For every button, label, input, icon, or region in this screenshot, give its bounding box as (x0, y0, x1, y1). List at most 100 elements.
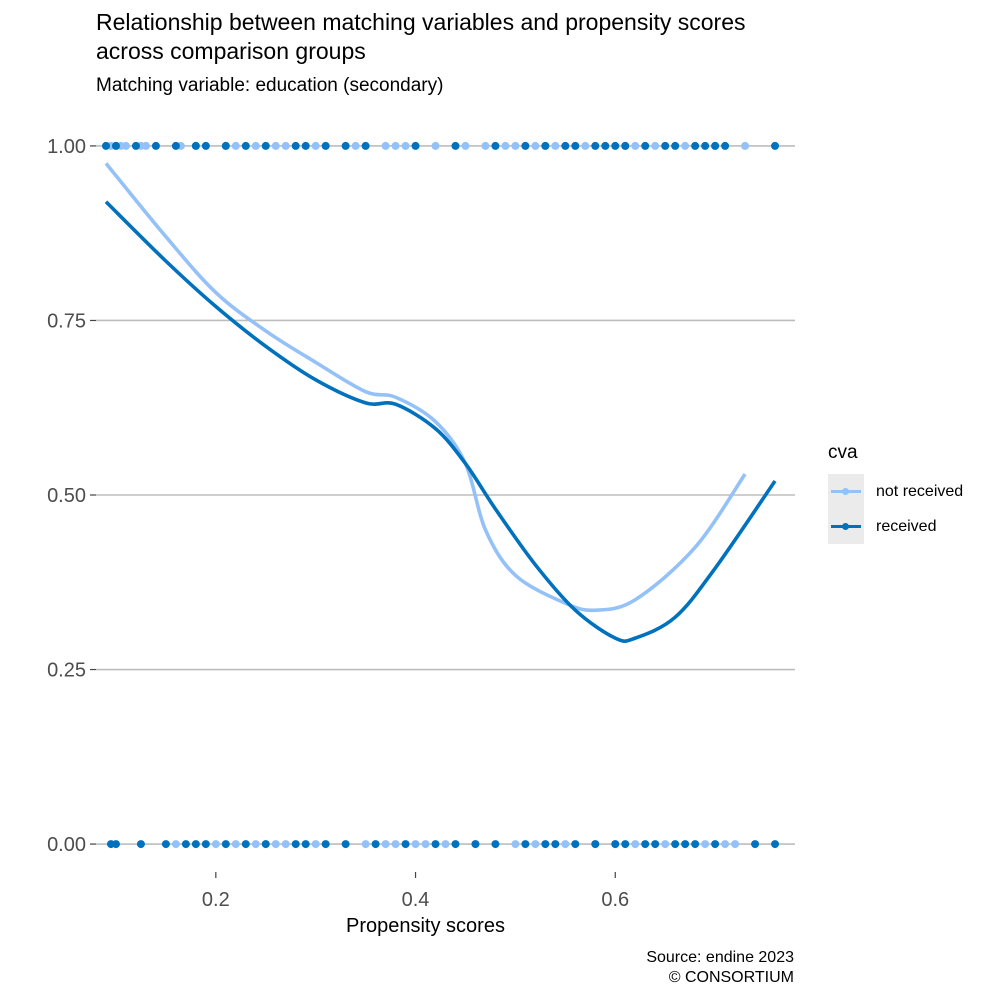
point-not-received (311, 141, 320, 150)
point-received (491, 141, 500, 150)
legend-label: received (876, 517, 937, 535)
point-received (111, 840, 120, 849)
point-received (131, 141, 140, 150)
point-received (711, 141, 720, 150)
legend-item-not-received: not received (828, 474, 963, 509)
point-received (641, 141, 650, 150)
point-not-received (701, 840, 710, 849)
point-received (241, 141, 250, 150)
point-not-received (311, 840, 320, 849)
point-received (571, 141, 580, 150)
point-not-received (361, 840, 370, 849)
point-received (341, 840, 350, 849)
point-received (221, 141, 230, 150)
point-not-received (231, 840, 240, 849)
point-not-received (441, 840, 450, 849)
point-not-received (721, 840, 730, 849)
point-received (291, 141, 300, 150)
point-not-received (741, 141, 750, 150)
point-received (621, 141, 630, 150)
point-received (111, 141, 120, 150)
point-received (261, 840, 270, 849)
point-not-received (511, 840, 520, 849)
point-not-received (651, 141, 660, 150)
chart-title: Relationship between matching variables … (96, 9, 746, 64)
point-received (721, 141, 730, 150)
point-received (641, 840, 650, 849)
point-not-received (411, 840, 420, 849)
point-received (541, 141, 550, 150)
point-received (691, 840, 700, 849)
point-not-received (351, 141, 360, 150)
point-received (136, 840, 145, 849)
point-received (191, 141, 200, 150)
point-received (651, 840, 660, 849)
point-not-received (271, 141, 280, 150)
point-not-received (631, 840, 640, 849)
y-tick-label: 1.00 (47, 136, 86, 158)
legend-label: not received (876, 482, 964, 500)
smooth-line-not-received (104, 162, 747, 613)
point-not-received (551, 141, 560, 150)
point-received (521, 840, 530, 849)
point-received (661, 141, 670, 150)
point-not-received (141, 141, 150, 150)
legend-item-received: received (828, 509, 963, 544)
point-not-received (281, 141, 290, 150)
point-not-received (171, 840, 180, 849)
point-received (241, 840, 250, 849)
point-received (191, 840, 200, 849)
point-received (301, 141, 310, 150)
point-not-received (511, 141, 520, 150)
point-not-received (271, 840, 280, 849)
chart-subtitle: Matching variable: education (secondary) (96, 75, 444, 96)
point-not-received (581, 141, 590, 150)
point-received (601, 141, 610, 150)
point-received (161, 840, 170, 849)
point-not-received (561, 840, 570, 849)
point-not-received (461, 141, 470, 150)
point-received (451, 141, 460, 150)
legend-title: cva (828, 442, 858, 463)
point-not-received (391, 840, 400, 849)
point-received (471, 840, 480, 849)
point-not-received (391, 141, 400, 150)
point-received (591, 141, 600, 150)
point-received (321, 141, 330, 150)
smooth-line-received (104, 200, 777, 643)
point-not-received (231, 141, 240, 150)
point-not-received (251, 840, 260, 849)
x-tick-label: 0.6 (601, 889, 629, 911)
y-tick-label: 0.25 (47, 660, 86, 682)
chart-caption: Source: endine 2023 © CONSORTIUM (646, 949, 794, 986)
point-received (671, 840, 680, 849)
point-received (181, 840, 190, 849)
point-received (701, 141, 710, 150)
point-received (751, 840, 760, 849)
point-received (171, 141, 180, 150)
point-received (591, 840, 600, 849)
x-tick-label: 0.4 (402, 889, 430, 911)
x-axis-label: Propensity scores (346, 915, 505, 937)
point-received (301, 840, 310, 849)
y-tick-label: 0.75 (47, 310, 86, 332)
point-received (551, 840, 560, 849)
point-received (611, 840, 620, 849)
point-received (521, 141, 530, 150)
point-received (691, 141, 700, 150)
point-received (321, 840, 330, 849)
point-received (221, 840, 230, 849)
point-not-received (681, 141, 690, 150)
point-not-received (431, 141, 440, 150)
point-not-received (281, 840, 290, 849)
point-received (261, 141, 270, 150)
point-received (621, 840, 630, 849)
point-received (341, 141, 350, 150)
y-tick-label: 0.00 (47, 834, 86, 856)
point-not-received (631, 141, 640, 150)
point-not-received (481, 141, 490, 150)
point-received (561, 141, 570, 150)
point-received (451, 840, 460, 849)
point-received (401, 840, 410, 849)
point-received (571, 840, 580, 849)
